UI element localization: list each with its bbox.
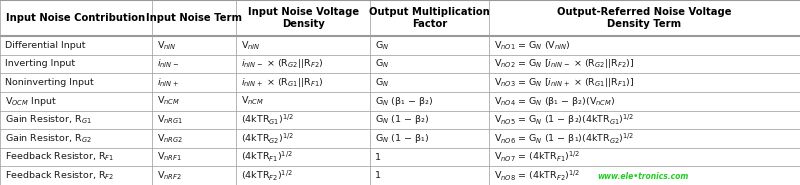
Text: (4kTR$_{G1}$)$^{1/2}$: (4kTR$_{G1}$)$^{1/2}$ [241,113,294,127]
Text: Inverting Input: Inverting Input [5,60,75,68]
Text: V$_{nO6}$ = G$_N$ (1 − β₁)(4kTR$_{G2}$)$^{1/2}$: V$_{nO6}$ = G$_N$ (1 − β₁)(4kTR$_{G2}$)$… [494,131,634,146]
Text: www.ele•tronics.com: www.ele•tronics.com [598,172,689,181]
Text: V$_{nIN}$: V$_{nIN}$ [241,39,260,52]
Text: (4kTR$_{F2}$)$^{1/2}$: (4kTR$_{F2}$)$^{1/2}$ [241,169,292,183]
Text: 1: 1 [375,153,381,162]
Text: G$_N$: G$_N$ [375,76,390,89]
Text: Input Noise Voltage
Density: Input Noise Voltage Density [248,7,358,29]
Text: V$_{OCM}$ Input: V$_{OCM}$ Input [5,95,57,108]
Text: Gain Resistor, R$_{G2}$: Gain Resistor, R$_{G2}$ [5,132,91,145]
Text: G$_N$: G$_N$ [375,58,390,70]
Text: V$_{nRF2}$: V$_{nRF2}$ [157,169,182,182]
Text: V$_{nIN}$: V$_{nIN}$ [157,39,176,52]
Text: G$_N$ (β₁ − β₂): G$_N$ (β₁ − β₂) [375,95,434,108]
Text: V$_{nO4}$ = G$_N$ (β₁ − β₂)(V$_{nCM}$): V$_{nO4}$ = G$_N$ (β₁ − β₂)(V$_{nCM}$) [494,95,615,108]
Text: V$_{nO8}$ = (4kTR$_{F2}$)$^{1/2}$: V$_{nO8}$ = (4kTR$_{F2}$)$^{1/2}$ [494,169,580,183]
Text: V$_{nO5}$ = G$_N$ (1 − β₂)(4kTR$_{G1}$)$^{1/2}$: V$_{nO5}$ = G$_N$ (1 − β₂)(4kTR$_{G1}$)$… [494,112,634,127]
Text: Input Noise Contribution: Input Noise Contribution [6,13,146,23]
Text: $i_{nIN+}$ × (R$_{G1}$||R$_{F1}$): $i_{nIN+}$ × (R$_{G1}$||R$_{F1}$) [241,76,323,89]
Text: Noninverting Input: Noninverting Input [5,78,94,87]
Text: Feedback Resistor, R$_{F2}$: Feedback Resistor, R$_{F2}$ [5,169,114,182]
Text: $i_{nIN-}$: $i_{nIN-}$ [157,58,178,70]
Text: G$_N$: G$_N$ [375,39,390,52]
Text: (4kTR$_{F1}$)$^{1/2}$: (4kTR$_{F1}$)$^{1/2}$ [241,150,292,164]
Text: V$_{nO2}$ = G$_N$ [$i_{nIN-}$ × (R$_{G2}$||R$_{F2}$)]: V$_{nO2}$ = G$_N$ [$i_{nIN-}$ × (R$_{G2}… [494,58,634,70]
Text: V$_{nRF1}$: V$_{nRF1}$ [157,151,182,163]
Text: G$_N$ (1 − β₁): G$_N$ (1 − β₁) [375,132,430,145]
Text: 1: 1 [375,171,381,180]
Text: V$_{nO1}$ = G$_N$ (V$_{nIN}$): V$_{nO1}$ = G$_N$ (V$_{nIN}$) [494,39,570,52]
Text: Differential Input: Differential Input [5,41,86,50]
Text: V$_{nRG1}$: V$_{nRG1}$ [157,114,183,126]
Text: Gain Resistor, R$_{G1}$: Gain Resistor, R$_{G1}$ [5,114,91,126]
Text: V$_{nRG2}$: V$_{nRG2}$ [157,132,183,145]
Text: G$_N$ (1 − β₂): G$_N$ (1 − β₂) [375,113,430,126]
Text: V$_{nCM}$: V$_{nCM}$ [241,95,264,107]
Text: Feedback Resistor, R$_{F1}$: Feedback Resistor, R$_{F1}$ [5,151,114,163]
Text: Output Multiplication
Factor: Output Multiplication Factor [370,7,490,29]
Text: Input Noise Term: Input Noise Term [146,13,242,23]
Text: (4kTR$_{G2}$)$^{1/2}$: (4kTR$_{G2}$)$^{1/2}$ [241,131,294,146]
Text: V$_{nO3}$ = G$_N$ [$i_{nIN+}$ × (R$_{G1}$||R$_{F1}$)]: V$_{nO3}$ = G$_N$ [$i_{nIN+}$ × (R$_{G1}… [494,76,634,89]
Text: $i_{nIN+}$: $i_{nIN+}$ [157,76,178,89]
Text: Output-Referred Noise Voltage
Density Term: Output-Referred Noise Voltage Density Te… [557,7,732,29]
Text: V$_{nCM}$: V$_{nCM}$ [157,95,180,107]
Text: V$_{nO7}$ = (4kTR$_{F1}$)$^{1/2}$: V$_{nO7}$ = (4kTR$_{F1}$)$^{1/2}$ [494,150,580,164]
Text: $i_{nIN-}$ × (R$_{G2}$||R$_{F2}$): $i_{nIN-}$ × (R$_{G2}$||R$_{F2}$) [241,58,323,70]
